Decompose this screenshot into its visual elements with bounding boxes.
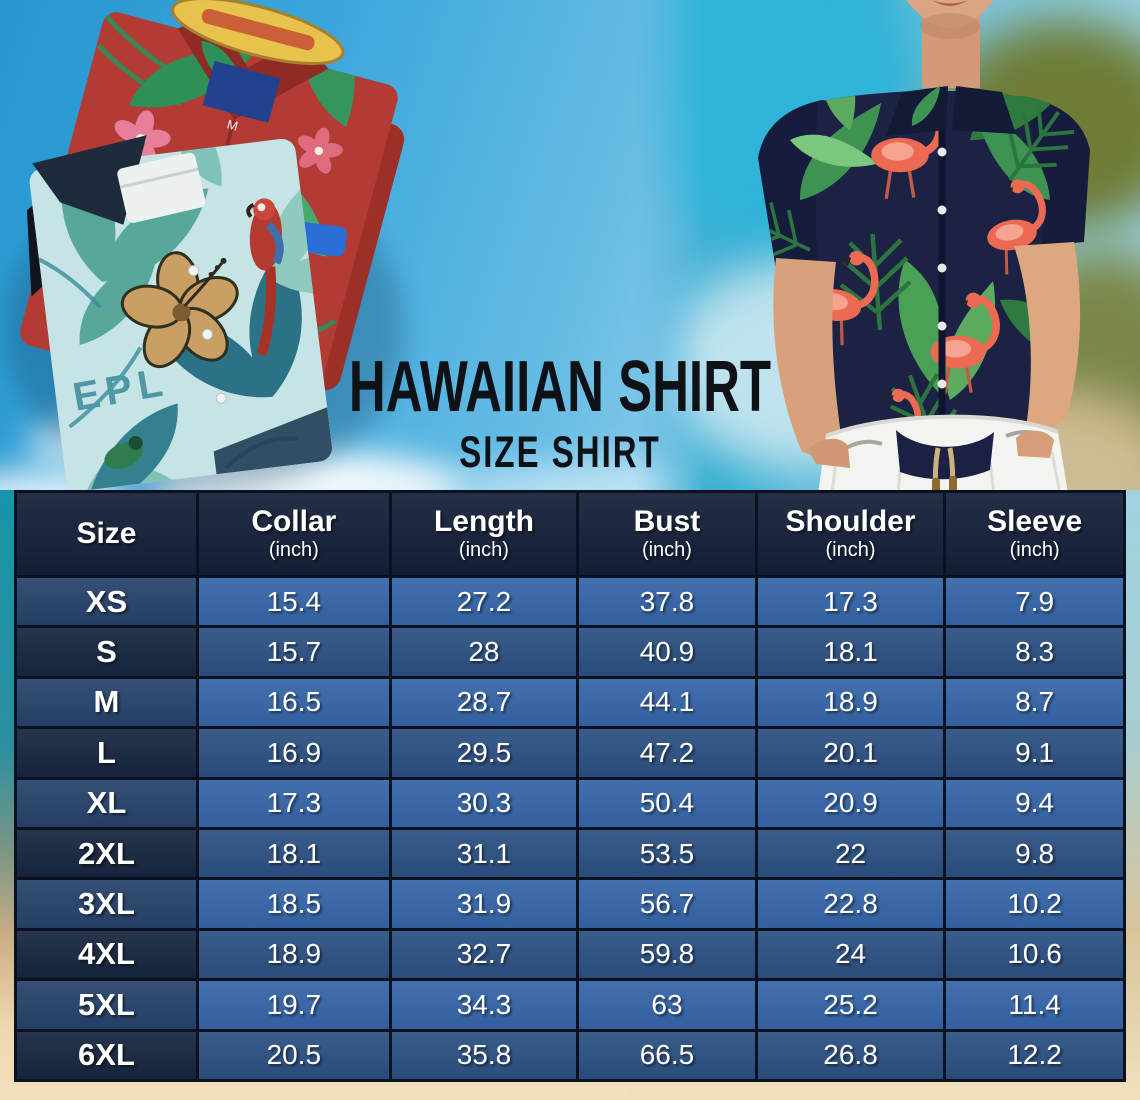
cell-5xl-bust: 63 <box>579 981 755 1029</box>
cell-5xl-collar: 19.7 <box>198 981 389 1029</box>
col-header-sleeve: Sleeve (inch) <box>946 493 1123 575</box>
size-tag-text: M <box>225 117 239 134</box>
cell-4xl-bust: 59.8 <box>579 930 755 979</box>
man-right-hand <box>1016 430 1054 458</box>
lips <box>932 0 968 6</box>
cell-s-bust: 40.9 <box>579 628 755 676</box>
cell-s-length: 28 <box>391 628 577 676</box>
man-flamingo-shirt-photo <box>758 0 1090 494</box>
teal-shirt-collar <box>32 135 147 225</box>
cell-4xl-collar: 18.9 <box>198 930 389 979</box>
cell-6xl-shoulder: 26.8 <box>757 1031 944 1079</box>
cell-xl-collar: 17.3 <box>198 779 389 827</box>
row-l-label: L <box>17 729 196 777</box>
cell-l-sleeve: 9.1 <box>946 729 1123 777</box>
cell-l-collar: 16.9 <box>198 729 389 777</box>
cell-xl-length: 30.3 <box>391 779 577 827</box>
cell-3xl-bust: 56.7 <box>579 880 755 928</box>
cell-xl-shoulder: 20.9 <box>757 779 944 827</box>
cell-xs-collar: 15.4 <box>198 578 389 626</box>
row-s-label: S <box>17 628 196 676</box>
cell-4xl-sleeve: 10.6 <box>946 930 1123 979</box>
cell-m-collar: 16.5 <box>198 678 389 727</box>
col-header-bust: Bust (inch) <box>579 493 755 575</box>
row-6xl-label: 6XL <box>17 1031 196 1079</box>
size-table: Size Collar (inch) Length (inch) Bust (inch) Sh… <box>14 490 1126 1082</box>
cell-4xl-length: 32.7 <box>391 930 577 979</box>
row-5xl-label: 5XL <box>17 981 196 1029</box>
cell-2xl-collar: 18.1 <box>198 830 389 878</box>
cell-3xl-sleeve: 10.2 <box>946 880 1123 928</box>
cell-5xl-shoulder: 25.2 <box>757 981 944 1029</box>
cell-2xl-length: 31.1 <box>391 830 577 878</box>
cell-xs-length: 27.2 <box>391 578 577 626</box>
red-shirt-neck-label <box>202 60 281 123</box>
cell-l-shoulder: 20.1 <box>757 729 944 777</box>
cell-2xl-shoulder: 22 <box>757 830 944 878</box>
cell-m-bust: 44.1 <box>579 678 755 727</box>
hibiscus-flower <box>120 251 239 369</box>
cell-xs-bust: 37.8 <box>579 578 755 626</box>
shirt-hem <box>896 430 994 480</box>
drawstring <box>932 447 957 494</box>
col-header-collar: Collar (inch) <box>198 493 389 575</box>
cell-5xl-sleeve: 11.4 <box>946 981 1123 1029</box>
cell-4xl-shoulder: 24 <box>757 930 944 979</box>
teal-hawaiian-shirt: EPL <box>26 135 334 493</box>
green-bird <box>104 436 143 469</box>
cell-xl-sleeve: 9.4 <box>946 779 1123 827</box>
cell-l-bust: 47.2 <box>579 729 755 777</box>
cell-xs-sleeve: 7.9 <box>946 578 1123 626</box>
cell-2xl-sleeve: 9.8 <box>946 830 1123 878</box>
cell-3xl-collar: 18.5 <box>198 880 389 928</box>
cell-6xl-sleeve: 12.2 <box>946 1031 1123 1079</box>
cell-s-collar: 15.7 <box>198 628 389 676</box>
cell-6xl-length: 35.8 <box>391 1031 577 1079</box>
cell-xl-bust: 50.4 <box>579 779 755 827</box>
col-header-length: Length (inch) <box>391 493 577 575</box>
man-right-arm <box>1014 242 1081 440</box>
row-xl-label: XL <box>17 779 196 827</box>
cell-l-length: 29.5 <box>391 729 577 777</box>
red-shirt-brand-label <box>171 0 345 66</box>
row-xs-label: XS <box>17 578 196 626</box>
cell-6xl-bust: 66.5 <box>579 1031 755 1079</box>
cell-5xl-length: 34.3 <box>391 981 577 1029</box>
row-3xl-label: 3XL <box>17 880 196 928</box>
cell-s-shoulder: 18.1 <box>757 628 944 676</box>
cell-m-shoulder: 18.9 <box>757 678 944 727</box>
flamingo-shirt <box>758 80 1090 475</box>
cell-6xl-collar: 20.5 <box>198 1031 389 1079</box>
cell-m-sleeve: 8.7 <box>946 678 1123 727</box>
collar-right <box>952 86 1016 134</box>
title-block: HAWAIIAN SHIRT SIZE SHIRT <box>285 345 835 474</box>
man-left-arm <box>773 258 846 466</box>
chest-pocket <box>117 152 206 223</box>
cell-3xl-length: 31.9 <box>391 880 577 928</box>
man-left-hand <box>808 438 850 468</box>
col-header-size: Size <box>17 493 196 575</box>
row-4xl-label: 4XL <box>17 930 196 979</box>
cell-3xl-shoulder: 22.8 <box>757 880 944 928</box>
cell-s-sleeve: 8.3 <box>946 628 1123 676</box>
parrot <box>246 198 284 356</box>
cell-m-length: 28.7 <box>391 678 577 727</box>
row-m-label: M <box>17 678 196 727</box>
man-head <box>906 0 994 88</box>
col-header-shoulder: Shoulder (inch) <box>757 493 944 575</box>
row-2xl-label: 2XL <box>17 830 196 878</box>
folded-hawaiian-shirts-photo: M <box>5 0 405 495</box>
page-title: HAWAIIAN SHIRT <box>348 345 772 427</box>
cell-xs-shoulder: 17.3 <box>757 578 944 626</box>
page-subtitle: SIZE SHIRT <box>459 426 661 477</box>
cell-2xl-bust: 53.5 <box>579 830 755 878</box>
